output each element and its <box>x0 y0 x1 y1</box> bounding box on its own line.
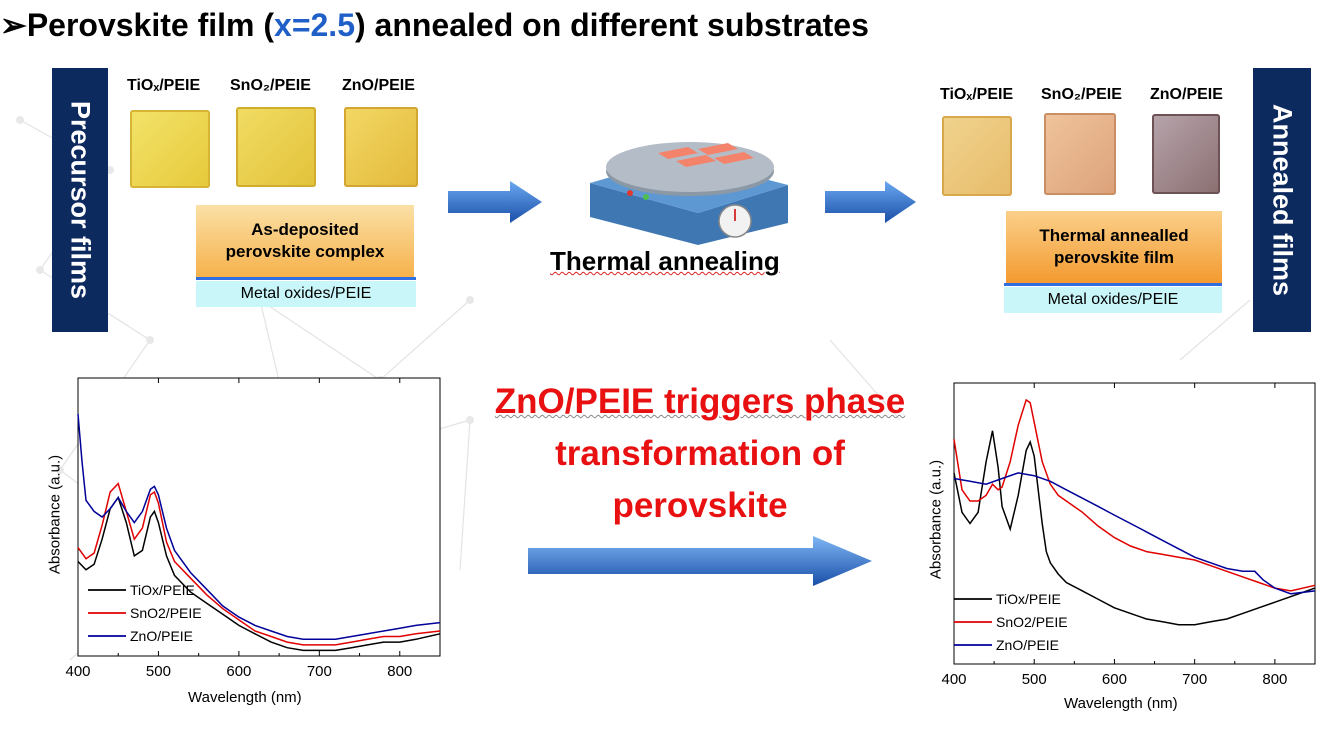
legend-label: ZnO/PEIE <box>996 637 1059 653</box>
annealed-films-label: Annealed films <box>1267 103 1298 297</box>
x-tick-label: 700 <box>307 663 332 680</box>
annealed-oxide-layer-label: Metal oxides/PEIE <box>1047 291 1179 308</box>
precursor-films-label: Precursor films <box>65 100 96 300</box>
big-right-arrow-icon <box>528 536 872 586</box>
annealed-peie-line <box>1004 283 1222 286</box>
caption-line-1: ZnO/PEIE triggers phase <box>494 382 906 421</box>
precursor-film-sno2-sample <box>236 107 316 187</box>
series-line-sno2-peie <box>77 482 441 646</box>
annealed-label-zno: ZnO/PEIE <box>1150 86 1223 103</box>
series-line-zno-peie <box>77 414 441 641</box>
annealed-chart-ylabel: Absorbance (a.u.) <box>927 459 945 580</box>
precursor-films-bar: Precursor films <box>52 68 108 332</box>
series-line-sno2-peie <box>953 398 1316 592</box>
title-bullet: ➢ <box>0 7 27 43</box>
annealed-perovskite-layer-label: Thermal annealled perovskite film <box>1039 226 1189 267</box>
x-tick-label: 500 <box>146 663 171 680</box>
right-arrow-icon <box>448 181 542 223</box>
annealed-label-tiox: TiOₓ/PEIE <box>940 86 1014 103</box>
precursor-chart-ylabel: Absorbance (a.u.) <box>46 454 64 575</box>
x-tick-label: 400 <box>65 663 90 680</box>
annealed-chart-svg: 400 500 600 700 800 TiOx/PEIE SnO2/PEIE ZnO/PEI… <box>941 382 1316 688</box>
x-tick-label: 500 <box>1022 671 1047 688</box>
precursor-peie-line <box>196 277 416 280</box>
series-line-tiox-peie <box>953 430 1316 626</box>
legend-label: TiOx/PEIE <box>996 591 1061 607</box>
annealed-label-sno2: SnO₂/PEIE <box>1041 86 1122 103</box>
precursor-label-sno2: SnO₂/PEIE <box>230 77 311 94</box>
thermal-annealing-label: Thermal annealing <box>550 246 780 277</box>
hotplate-icon <box>590 142 788 245</box>
thermal-annealing-text: Thermal annealing <box>550 246 780 276</box>
annealed-chart-xlabel: Wavelength (nm) <box>1064 695 1178 712</box>
x-tick-label: 700 <box>1182 671 1207 688</box>
legend-label: TiOx/PEIE <box>130 582 195 598</box>
legend-label: ZnO/PEIE <box>130 628 193 644</box>
precursor-absorbance-chart: 400 500 600 700 800 TiOx/PEIE SnO2/PEIE ZnO/PEI… <box>20 376 450 716</box>
precursor-label-zno: ZnO/PEIE <box>342 77 415 94</box>
precursor-perovskite-layer: As-deposited perovskite complex <box>196 205 414 277</box>
precursor-oxide-layer-label: Metal oxides/PEIE <box>240 285 372 302</box>
precursor-label-tiox: TiOₓ/PEIE <box>127 77 201 94</box>
precursor-film-zno-sample <box>344 107 418 187</box>
series-line-zno-peie <box>953 472 1316 595</box>
precursor-chart-svg: 400 500 600 700 800 TiOx/PEIE SnO2/PEIE ZnO/PEI… <box>65 377 441 680</box>
title-highlight: x=2.5 <box>274 7 355 43</box>
precursor-oxide-layer: Metal oxides/PEIE <box>196 281 416 307</box>
annealed-film-sno2-sample <box>1044 113 1116 195</box>
phase-transformation-caption: ZnO/PEIE triggers phase transformation o… <box>480 376 920 532</box>
x-tick-label: 400 <box>941 671 966 688</box>
x-tick-label: 800 <box>387 663 412 680</box>
right-arrow-icon <box>825 181 916 223</box>
annealed-films-bar: Annealed films <box>1253 68 1311 332</box>
annealed-perovskite-layer: Thermal annealled perovskite film <box>1006 211 1222 283</box>
caption-line-3: perovskite <box>612 486 788 525</box>
x-tick-label: 600 <box>1102 671 1127 688</box>
legend-label: SnO2/PEIE <box>996 614 1068 630</box>
x-tick-label: 800 <box>1262 671 1287 688</box>
slide-title: ➢Perovskite film (x=2.5) annealed on dif… <box>0 6 869 44</box>
annealed-absorbance-chart: 400 500 600 700 800 TiOx/PEIE SnO2/PEIE ZnO/PEI… <box>896 381 1322 721</box>
precursor-chart-xlabel: Wavelength (nm) <box>188 689 302 706</box>
legend-label: SnO2/PEIE <box>130 605 202 621</box>
annealed-film-zno-sample <box>1152 114 1220 194</box>
annealed-film-tiox-sample <box>942 116 1012 196</box>
plot-frame <box>953 382 1316 665</box>
precursor-perovskite-layer-label: As-deposited perovskite complex <box>225 220 385 261</box>
precursor-film-tiox-sample <box>130 110 210 188</box>
title-text-start: Perovskite film ( <box>26 7 275 43</box>
x-tick-label: 600 <box>226 663 251 680</box>
annealed-oxide-layer: Metal oxides/PEIE <box>1004 287 1222 313</box>
caption-line-2: transformation of <box>555 434 845 473</box>
title-text-end: ) annealed on different substrates <box>354 7 869 43</box>
